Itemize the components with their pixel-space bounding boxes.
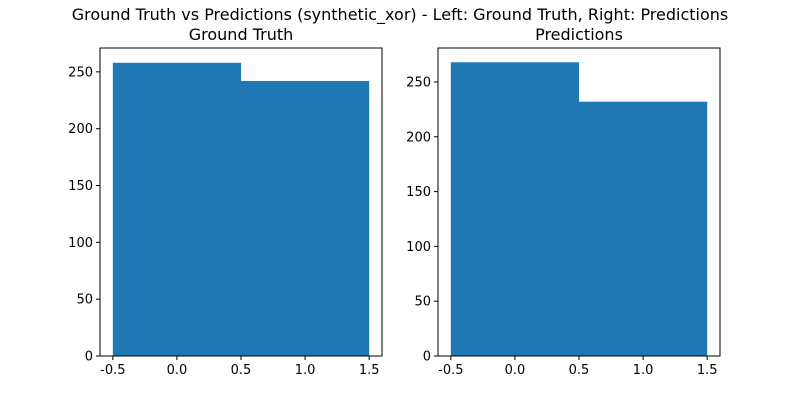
predictions-bar-1 xyxy=(579,101,708,356)
predictions-panel-title: Predictions xyxy=(535,25,623,44)
predictions-ytick-label: 200 xyxy=(406,130,431,145)
predictions-xtick-label: 1.5 xyxy=(697,363,718,378)
ground-truth-xtick-label: 0.5 xyxy=(231,363,252,378)
predictions-ytick-label: 250 xyxy=(406,75,431,90)
ground-truth-ytick-label: 100 xyxy=(68,236,93,251)
predictions-xtick-label: -0.5 xyxy=(438,363,463,378)
ground-truth-panel-title: Ground Truth xyxy=(189,25,294,44)
ground-truth-ytick-label: 200 xyxy=(68,122,93,137)
ground-truth-ytick-label: 50 xyxy=(76,293,93,308)
predictions-xtick-label: 1.0 xyxy=(633,363,654,378)
ground-truth-xtick-label: -0.5 xyxy=(100,363,125,378)
ground-truth-bar-1 xyxy=(241,80,370,356)
ground-truth-bar-0 xyxy=(112,62,242,357)
ground-truth-xtick-label: 0.0 xyxy=(167,363,188,378)
ground-truth-ytick-label: 150 xyxy=(68,179,93,194)
predictions-ytick-label: 100 xyxy=(406,240,431,255)
predictions-ytick-label: 0 xyxy=(423,350,431,365)
predictions-bar-0 xyxy=(450,62,579,356)
predictions-xtick-label: 0.0 xyxy=(505,363,526,378)
ground-truth-ytick-label: 250 xyxy=(68,65,93,80)
predictions-ytick-label: 50 xyxy=(414,295,431,310)
figure-title: Ground Truth vs Predictions (synthetic_x… xyxy=(71,5,729,24)
ground-truth-xtick-label: 1.0 xyxy=(295,363,316,378)
predictions-xtick-label: 0.5 xyxy=(569,363,590,378)
predictions-ytick-label: 150 xyxy=(406,185,431,200)
ground-truth-xtick-label: 1.5 xyxy=(359,363,380,378)
ground-truth-ytick-label: 0 xyxy=(85,350,93,365)
